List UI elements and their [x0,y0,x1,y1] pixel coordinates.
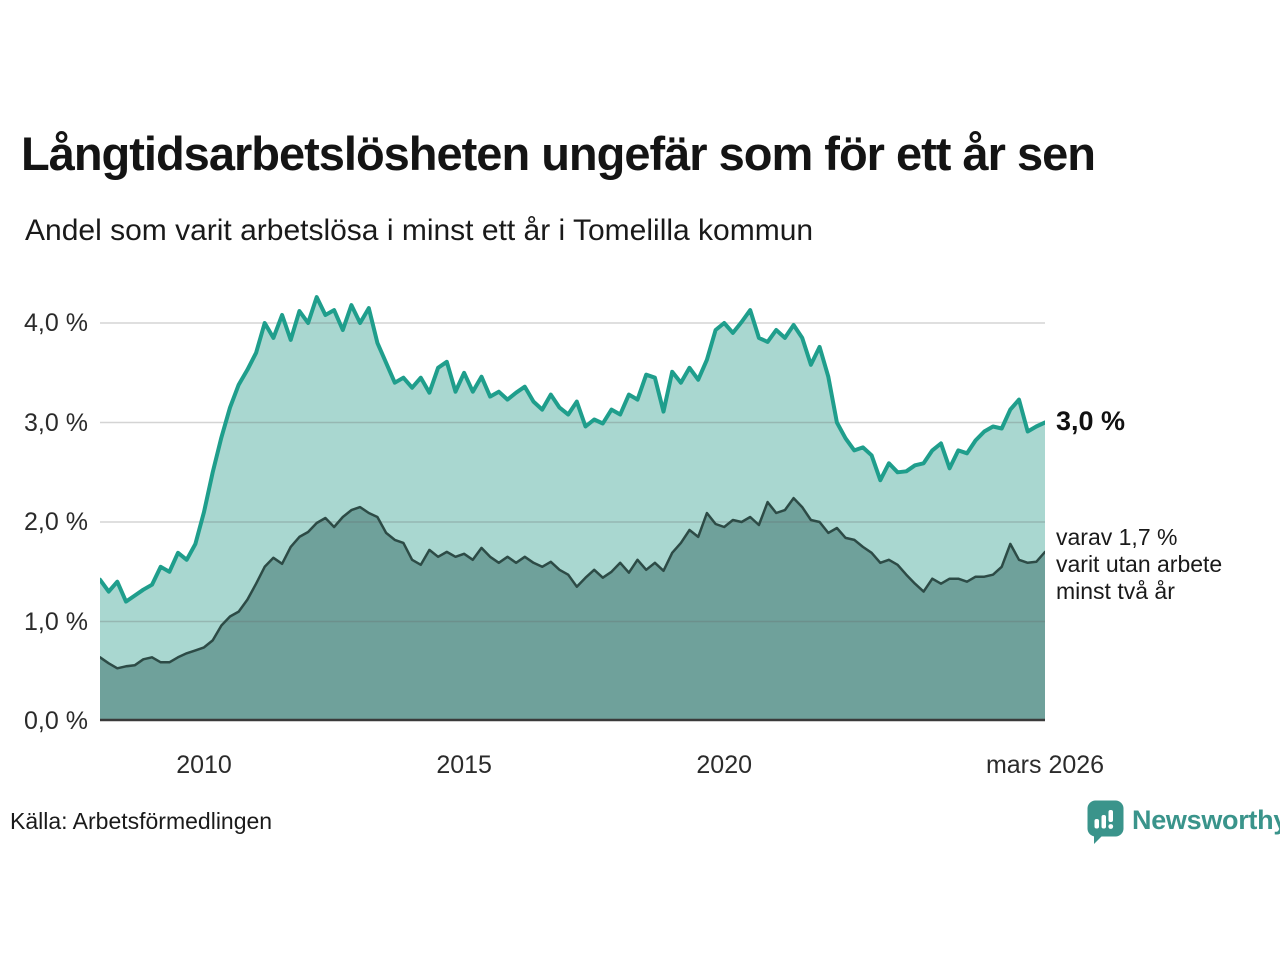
annotation-line-2: varit utan arbete [1056,550,1223,577]
annotation-two-years: varav 1,7 % varit utan arbete minst två … [1056,524,1222,605]
area-fill-two-years [100,498,1045,721]
y-tick-label: 1,0 % [24,607,88,636]
y-tick-label: 0,0 % [24,707,88,735]
source-note: Källa: Arbetsförmedlingen [10,808,273,834]
line-two-years [100,496,1045,670]
x-tick-label: 2015 [436,751,492,779]
page-subtitle: Andel som varit arbetslösa i minst ett å… [25,214,814,247]
x-tick-label: 2010 [176,751,232,779]
annotation-line-3: minst två år [1056,577,1175,604]
y-tick-label: 4,0 % [24,309,88,337]
newsworthy-logo-icon [1087,800,1124,844]
y-tick-label: 3,0 % [24,408,88,437]
end-value-label: 3,0 % [1056,405,1126,436]
area-chart [100,295,1045,722]
x-tick-label: mars 2026 [985,751,1105,779]
line-one-year [100,295,1045,604]
x-tick-label: 2020 [696,751,753,779]
page-title: Långtidsarbetslösheten ungefär som för e… [21,127,1096,180]
y-tick-label: 2,0 % [24,508,88,536]
newsworthy-logo: Newsworthy [1087,800,1280,846]
annotation-line-1: varav 1,7 % [1056,523,1178,550]
newsworthy-wordmark: Newsworthy [1132,805,1280,835]
gridlines [100,322,1045,623]
